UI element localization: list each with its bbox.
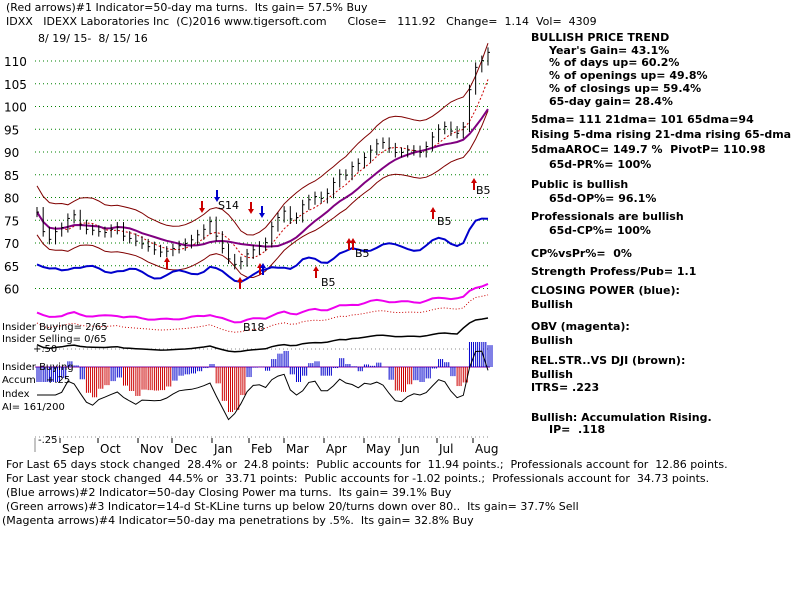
x-month-label: Dec	[174, 442, 197, 456]
signal-label-b5: B5	[476, 184, 491, 197]
relstr-line	[36, 317, 489, 353]
relstr-label: REL.STR..VS DJI (brown):	[531, 354, 686, 367]
red-buy-arrow	[350, 238, 356, 250]
red-sell-arrow	[248, 202, 254, 214]
price-bars	[36, 47, 490, 270]
red-buy-arrow	[430, 207, 436, 219]
cp-vs-pr: CP%vsPr%= 0%	[531, 247, 632, 260]
blue-buy-arrow	[260, 263, 266, 275]
pr-65d: 65d-PR%= 100%	[549, 158, 652, 171]
signal-label-b5: B5	[321, 276, 336, 289]
public-bullish: Public is bullish	[531, 178, 629, 191]
signal-label-s14: S14	[218, 199, 239, 212]
obv-line	[36, 282, 489, 324]
upper-band-line	[36, 43, 489, 236]
x-month-label: Jan	[213, 442, 233, 456]
accum-tick-plus50: +.50	[33, 344, 58, 355]
dma-values: 5dma= 111 21dma= 101 65dma=94	[531, 113, 754, 126]
footer-blue-arrows: (Blue arrows)#2 Indicator=50-day Closing…	[6, 486, 452, 499]
red-buy-arrow	[471, 178, 477, 190]
relstr-state: Bullish	[531, 368, 573, 381]
y-axis-ticks: 110 105 100 95 90 85 80 75 70 65 60	[4, 55, 27, 297]
closing-power-label: CLOSING POWER (blue):	[531, 284, 680, 297]
obv-state: Bullish	[531, 334, 573, 347]
accum-rising: Bullish: Accumulation Rising.	[531, 411, 712, 424]
obv-label: OBV (magenta):	[531, 320, 630, 333]
y-tick-label: 110	[4, 55, 27, 69]
header-ticker-line: IDXX IDEXX Laboratories Inc (C)2016 www.…	[6, 15, 597, 28]
x-month-label: Mar	[286, 442, 309, 456]
footer-magenta-arrows: (Magenta arrows)#4 Indicator=50-day ma p…	[2, 514, 474, 527]
x-month-label: Aug	[475, 442, 498, 456]
strength-ratio: Strength Profess/Pub= 1.1	[531, 265, 697, 278]
x-month-label: Oct	[100, 442, 121, 456]
y-tick-label: 85	[4, 169, 19, 183]
aroc-pivot: 5dmaAROC= 149.7 % PivotP= 110.98	[531, 143, 766, 156]
x-month-label: May	[366, 442, 391, 456]
x-month-label: Feb	[251, 442, 272, 456]
x-month-label: Nov	[140, 442, 163, 456]
trend-title: BULLISH PRICE TREND	[531, 31, 670, 44]
closing-power-state: Bullish	[531, 298, 573, 311]
ip-value: IP= .118	[549, 423, 606, 436]
y-tick-label: 75	[4, 214, 19, 228]
signal-labels: S14 B18 B5 B5 B5 B5	[218, 184, 491, 334]
y-tick-label: 100	[4, 101, 27, 115]
accum-tick-minus25: -.25	[38, 435, 58, 446]
accum-label-line2: Accum	[2, 375, 36, 386]
itrs-value: ITRS= .223	[531, 381, 600, 394]
dma-rising: Rising 5-dma rising 21-dma rising 65-dma	[531, 128, 792, 141]
y-tick-label: 70	[4, 237, 19, 251]
signal-label-b5: B5	[355, 247, 370, 260]
accum-tick-plus25: +.25	[46, 375, 71, 386]
accum-index-histogram	[36, 342, 493, 421]
y-tick-label: 65	[4, 260, 19, 274]
footer-65day-summary: For Last 65 days stock changed 28.4% or …	[6, 458, 728, 471]
indicator-lines	[36, 43, 489, 353]
insider-selling-count: Insider Selling= 0/65	[2, 334, 107, 345]
y-tick-label: 90	[4, 146, 19, 160]
red-buy-arrow	[313, 266, 319, 278]
footer-year-summary: For Last year stock changed 44.5% or 33.…	[6, 472, 710, 485]
x-month-label: Apr	[326, 442, 347, 456]
red-buy-arrow	[346, 238, 352, 250]
red-buy-arrow	[237, 277, 243, 289]
header-indicator-line: (Red arrows)#1 Indicator=50-day ma turns…	[6, 1, 368, 14]
accum-label-line3: Index	[2, 389, 30, 400]
x-month-label: Jul	[438, 442, 453, 456]
closings-up: % of closings up= 59.4%	[549, 82, 702, 95]
years-gain: Year's Gain= 43.1%	[549, 44, 670, 57]
signal-label-b5: B5	[437, 215, 452, 228]
accum-index-value: AI= 161/200	[2, 402, 65, 413]
blue-sell-arrow	[259, 206, 265, 218]
accum-ma-line	[37, 350, 489, 421]
x-month-label: Jun	[400, 442, 420, 456]
blue-sell-arrow	[214, 190, 220, 202]
days-up: % of days up= 60.2%	[549, 56, 680, 69]
gain-65day: 65-day gain= 28.4%	[549, 95, 673, 108]
insider-buying-count: Insider Buying= 2/65	[2, 322, 108, 333]
y-tick-label: 80	[4, 192, 19, 206]
y-tick-label: 105	[4, 78, 27, 92]
pros-bullish: Professionals are bullish	[531, 210, 684, 223]
y-tick-label: 60	[4, 283, 19, 297]
signal-arrows	[164, 178, 477, 289]
y-tick-label: 95	[4, 123, 19, 137]
x-axis-months: Sep Oct Nov Dec Jan Feb Mar Apr May Jun Jul Aug	[34, 438, 498, 456]
ma21-line	[36, 79, 489, 259]
op-65d: 65d-OP%= 96.1%	[549, 192, 657, 205]
footer-green-arrows: (Green arrows)#3 Indicator=14-d St-KLine…	[6, 500, 579, 513]
ma50-line	[36, 108, 489, 248]
signal-label-b18: B18	[243, 321, 265, 334]
red-sell-arrow	[199, 201, 205, 213]
openings-up: % of openings up= 49.8%	[549, 69, 708, 82]
cp-65d: 65d-CP%= 100%	[549, 224, 651, 237]
date-range: 8/ 19/ 15- 8/ 15/ 16	[38, 32, 148, 45]
x-month-label: Sep	[62, 442, 85, 456]
red-buy-arrow	[164, 257, 170, 269]
accum-label-line1: Insider Buying	[2, 362, 74, 373]
